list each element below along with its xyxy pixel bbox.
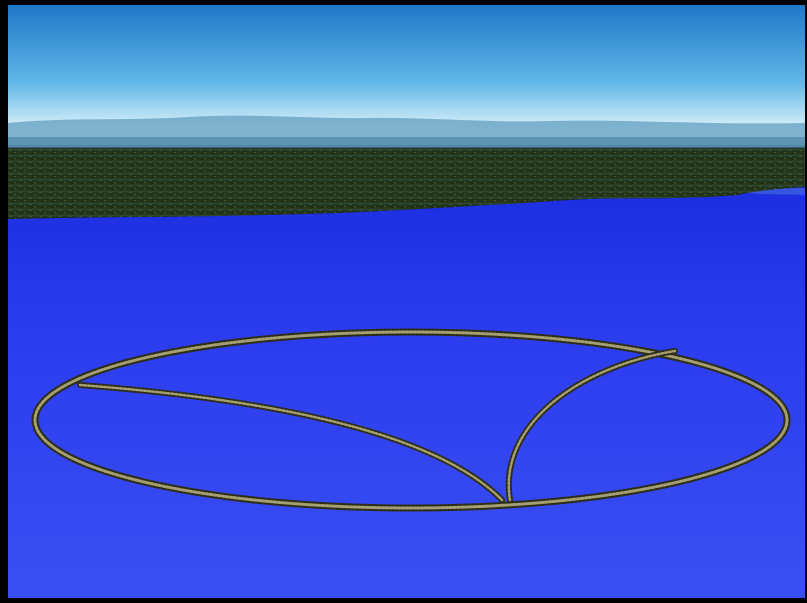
haze-band: [8, 137, 805, 151]
scene-illustration: [8, 5, 805, 598]
shoreline-land: [8, 148, 805, 219]
aerial-scene: [8, 5, 805, 598]
right-spoke-highlight: [507, 349, 677, 502]
small-inlet: [748, 188, 805, 195]
outer-ring-highlight: [33, 330, 789, 510]
ring-structure: [31, 328, 791, 512]
left-spoke-highlight: [78, 383, 504, 502]
water: [8, 187, 805, 598]
